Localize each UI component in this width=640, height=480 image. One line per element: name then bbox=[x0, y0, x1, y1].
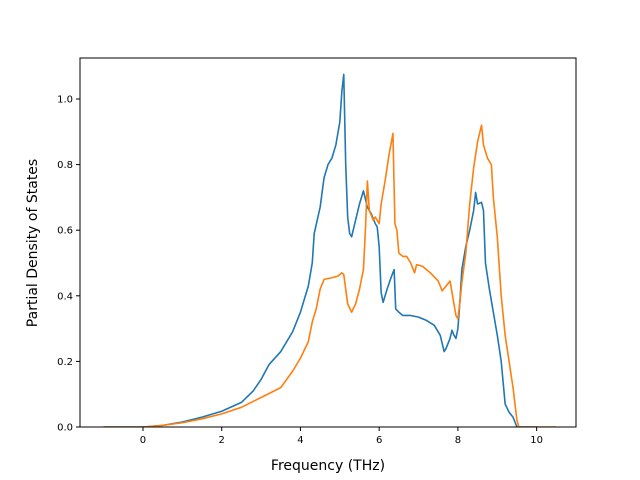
series-line-1 bbox=[103, 73, 537, 427]
y-tick-label: 0.0 bbox=[57, 423, 73, 434]
plot-area bbox=[80, 58, 576, 427]
y-tick-label: 0.8 bbox=[57, 160, 73, 171]
x-tick-label: 6 bbox=[376, 435, 382, 446]
x-tick-label: 8 bbox=[455, 435, 461, 446]
axes-frame bbox=[79, 57, 577, 428]
series-layer bbox=[103, 73, 557, 427]
y-tick-label: 1.0 bbox=[57, 95, 73, 106]
y-axis-label: Partial Density of States bbox=[25, 159, 41, 327]
x-tick-label: 0 bbox=[140, 435, 146, 446]
plot-background bbox=[80, 58, 576, 427]
x-tick-label: 10 bbox=[530, 435, 543, 446]
x-tick-label: 4 bbox=[297, 435, 303, 446]
y-tick-label: 0.2 bbox=[57, 357, 73, 368]
series-line-2 bbox=[103, 124, 557, 427]
y-tick-label: 0.6 bbox=[57, 226, 73, 237]
axes-layer: 0 2 4 6 8 10 0.0 0.2 0.4 0.6 0.8 1.0 bbox=[57, 57, 577, 446]
x-axis-label: Frequency (THz) bbox=[271, 458, 385, 474]
x-tick-label: 2 bbox=[219, 435, 225, 446]
y-tick-label: 0.4 bbox=[57, 291, 73, 302]
